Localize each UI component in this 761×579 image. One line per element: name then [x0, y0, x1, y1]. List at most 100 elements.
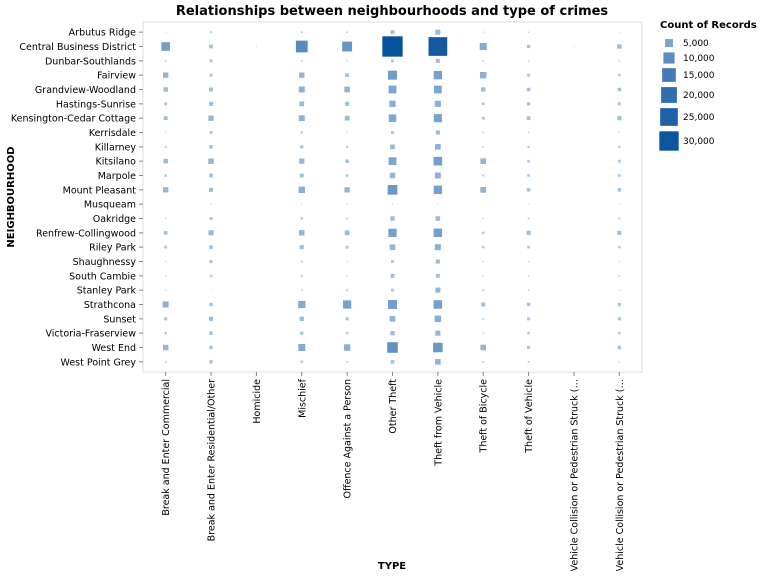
- legend-label: 15,000: [683, 71, 715, 81]
- data-square: [298, 186, 305, 194]
- column-label: Theft of Vehicle: [524, 379, 535, 454]
- data-square: [526, 116, 531, 121]
- data-square: [295, 40, 308, 53]
- data-square: [617, 44, 622, 49]
- data-square: [300, 59, 303, 62]
- column-label: Homicide: [252, 379, 263, 424]
- data-square: [482, 360, 485, 363]
- data-square: [527, 331, 530, 335]
- data-square: [299, 158, 305, 164]
- data-square: [527, 360, 530, 363]
- data-square: [481, 231, 485, 235]
- data-square: [343, 344, 351, 351]
- data-square: [300, 145, 304, 149]
- data-square: [346, 203, 348, 205]
- data-square: [481, 245, 485, 249]
- data-square: [391, 203, 394, 205]
- legend-label: 10,000: [683, 54, 715, 64]
- row-label: Central Business District: [19, 42, 136, 53]
- row-label: Fairview: [97, 71, 136, 82]
- data-square: [389, 315, 396, 322]
- data-square: [428, 37, 448, 56]
- data-square: [210, 31, 213, 34]
- column-label: Other Theft: [388, 379, 399, 434]
- data-square: [165, 217, 167, 220]
- x-axis-title: TYPE: [378, 561, 406, 572]
- data-square: [344, 230, 350, 236]
- data-square: [298, 115, 305, 122]
- data-square: [434, 315, 442, 323]
- data-square: [527, 159, 530, 163]
- data-square: [345, 73, 349, 78]
- data-square: [434, 244, 441, 251]
- data-square: [435, 273, 440, 278]
- column-label: Theft of Bicycle: [479, 379, 490, 454]
- data-square: [527, 203, 530, 205]
- data-square: [482, 131, 485, 134]
- data-square: [209, 345, 213, 350]
- data-square: [299, 230, 305, 236]
- row-label: Marpole: [98, 171, 136, 182]
- data-square: [299, 173, 304, 178]
- data-square: [527, 317, 531, 321]
- legend-label: 25,000: [683, 113, 715, 123]
- data-square: [527, 73, 531, 77]
- data-square: [527, 275, 530, 277]
- data-square: [618, 60, 620, 62]
- data-square: [617, 159, 621, 163]
- data-square: [388, 85, 397, 94]
- data-square: [526, 87, 531, 92]
- row-label: West Point Grey: [60, 357, 136, 368]
- size-legend: Count of Records 5,000 10,000 15,000 20,000…: [659, 20, 757, 151]
- legend-label: 20,000: [683, 91, 715, 101]
- row-label: Riley Park: [89, 243, 136, 254]
- row-label: Stanley Park: [77, 286, 137, 297]
- data-square: [390, 359, 395, 364]
- data-square: [435, 259, 440, 264]
- row-label: Grandview-Woodland: [35, 85, 136, 96]
- data-square: [299, 316, 304, 321]
- data-square: [618, 260, 620, 263]
- data-square: [210, 289, 212, 291]
- data-square: [163, 116, 168, 121]
- data-square: [298, 300, 306, 309]
- row-label: Strathcona: [84, 300, 136, 311]
- data-square: [526, 302, 531, 307]
- data-square: [527, 131, 530, 134]
- data-square: [346, 275, 348, 277]
- data-square: [300, 289, 303, 291]
- data-square: [527, 31, 530, 33]
- data-square: [617, 188, 622, 192]
- row-label: Musqueam: [84, 200, 136, 211]
- data-square: [162, 344, 169, 351]
- data-square: [209, 274, 213, 278]
- data-square: [617, 230, 622, 235]
- data-square: [482, 146, 485, 148]
- data-square: [618, 31, 620, 33]
- data-square: [164, 145, 167, 148]
- data-square: [344, 86, 350, 93]
- data-square: [482, 217, 484, 220]
- data-square: [527, 345, 531, 350]
- data-square: [209, 259, 213, 264]
- data-square: [345, 174, 349, 177]
- legend-swatch: [661, 87, 677, 103]
- data-square: [433, 70, 443, 80]
- data-square: [387, 184, 398, 195]
- data-square: [433, 185, 443, 195]
- data-square: [527, 245, 530, 249]
- column-label: Vehicle Collision or Pedestrian Struck (…: [615, 379, 626, 571]
- data-square: [482, 174, 485, 177]
- data-square: [480, 158, 487, 164]
- data-square: [345, 317, 349, 321]
- data-square: [480, 71, 487, 79]
- data-square: [618, 131, 620, 134]
- data-square: [618, 361, 620, 363]
- data-square: [435, 143, 441, 150]
- data-square: [346, 289, 349, 292]
- data-square: [299, 72, 305, 78]
- row-label: West End: [92, 343, 136, 354]
- data-square: [573, 45, 575, 48]
- data-square: [435, 359, 441, 365]
